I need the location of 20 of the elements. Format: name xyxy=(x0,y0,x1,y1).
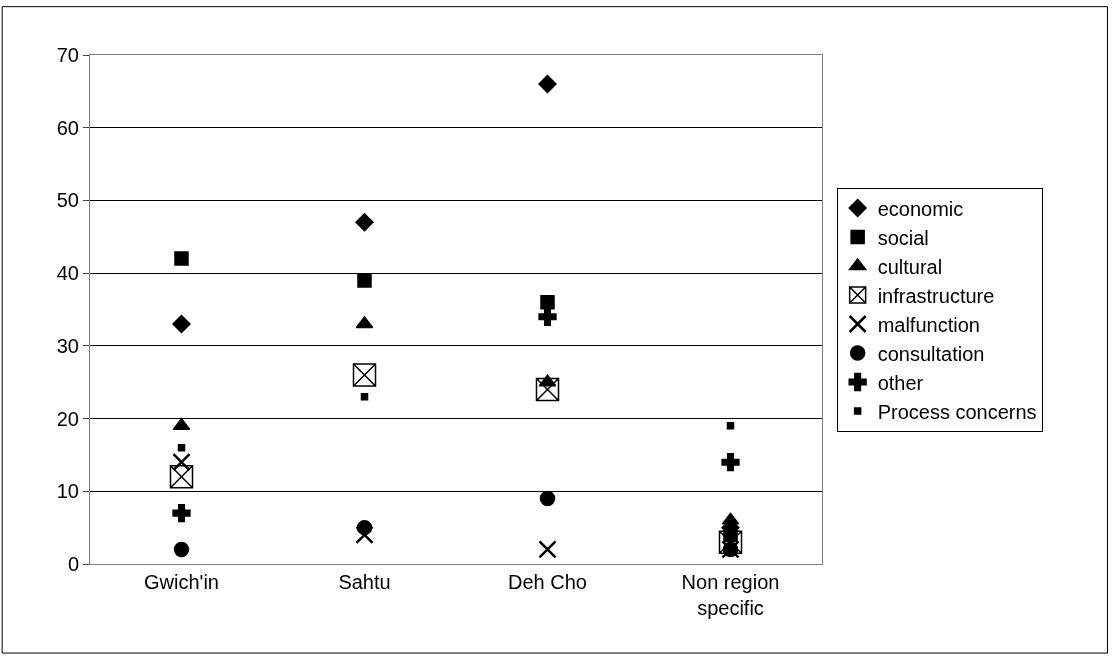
y-tick-label: 0 xyxy=(67,553,79,575)
y-tick-label: 60 xyxy=(56,116,79,139)
x-tick-label: Sahtu xyxy=(338,571,391,593)
legend-label: consultation xyxy=(877,342,985,365)
legend-label: other xyxy=(877,371,924,394)
legend-label: malfunction xyxy=(877,313,980,336)
y-tick-label: 20 xyxy=(56,407,79,430)
y-tick-label: 40 xyxy=(56,262,79,285)
y-tick-label: 10 xyxy=(56,480,79,503)
x-tick-label: Deh Cho xyxy=(508,571,587,593)
legend-label: Process concerns xyxy=(877,400,1037,423)
y-tick-label: 30 xyxy=(56,334,79,357)
legend-label: infrastructure xyxy=(877,284,995,307)
legend-label: cultural xyxy=(877,255,943,278)
x-tick-label: Non region specific xyxy=(681,571,780,619)
legend-label: social xyxy=(877,226,929,249)
legend-label: economic xyxy=(877,197,964,220)
y-tick-label: 70 xyxy=(56,44,79,66)
x-tick-label: Gwich'in xyxy=(144,571,219,593)
y-tick-label: 50 xyxy=(56,189,79,212)
